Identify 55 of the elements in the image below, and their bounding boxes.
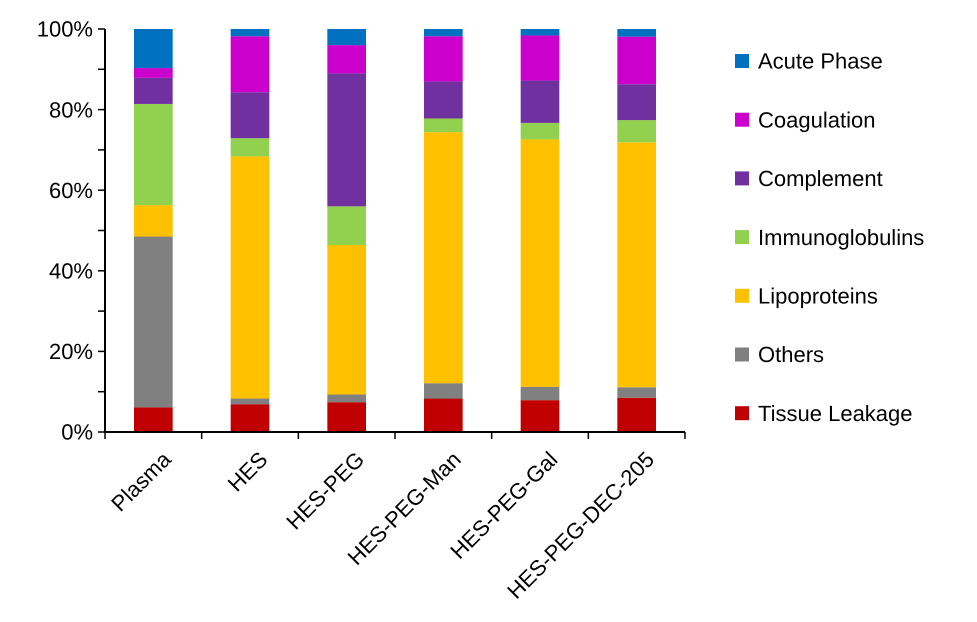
y-tick-label: 80%: [48, 97, 93, 122]
bar: [617, 29, 656, 37]
bar: [617, 120, 656, 142]
bar: [424, 81, 463, 118]
bar: [230, 36, 270, 92]
bar: [520, 139, 560, 387]
bar: [230, 398, 270, 404]
bar: [327, 73, 366, 206]
bar: [520, 29, 560, 36]
bar: [327, 402, 366, 432]
bar: [134, 205, 173, 237]
y-tick-label: 40%: [48, 258, 93, 284]
legend-label: Acute Phase: [758, 48, 883, 74]
bar: [327, 245, 366, 395]
bar: [230, 92, 270, 138]
bar: [134, 78, 173, 104]
bar: [230, 138, 270, 156]
bar: [520, 386, 560, 400]
bar: [134, 407, 173, 432]
bar: [424, 29, 463, 36]
bar: [424, 132, 463, 384]
bar: [327, 29, 366, 46]
bar: [134, 236, 173, 408]
bar: [424, 36, 463, 82]
bar: [424, 398, 463, 432]
bar: [230, 404, 270, 432]
y-tick-label: 60%: [48, 178, 93, 203]
bar: [617, 387, 656, 398]
bar: [230, 29, 270, 36]
y-tick-label: 100%: [36, 16, 93, 42]
bar: [327, 394, 366, 402]
legend-label: Others: [758, 342, 824, 368]
legend-label: Immunoglobulins: [758, 224, 924, 250]
bar: [134, 68, 173, 78]
bar: [617, 398, 656, 432]
bar: [327, 45, 366, 74]
bar: [617, 84, 656, 120]
bar: [617, 36, 656, 84]
bar: [134, 29, 173, 68]
bar: [520, 35, 560, 81]
y-tick-label: 20%: [48, 339, 93, 364]
bar: [424, 118, 463, 132]
legend-label: Complement: [758, 166, 883, 192]
legend-label: Tissue Leakage: [758, 400, 913, 426]
y-tick-label: 0%: [61, 420, 93, 445]
bar: [424, 383, 463, 399]
bar: [617, 142, 656, 388]
bar: [134, 104, 173, 206]
bar: [327, 206, 366, 246]
bar: [520, 400, 560, 432]
legend-label: Coagulation: [758, 107, 876, 132]
bar: [230, 156, 270, 399]
bar: [520, 80, 560, 123]
legend-label: Lipoproteins: [758, 284, 878, 308]
bar: [520, 122, 560, 140]
